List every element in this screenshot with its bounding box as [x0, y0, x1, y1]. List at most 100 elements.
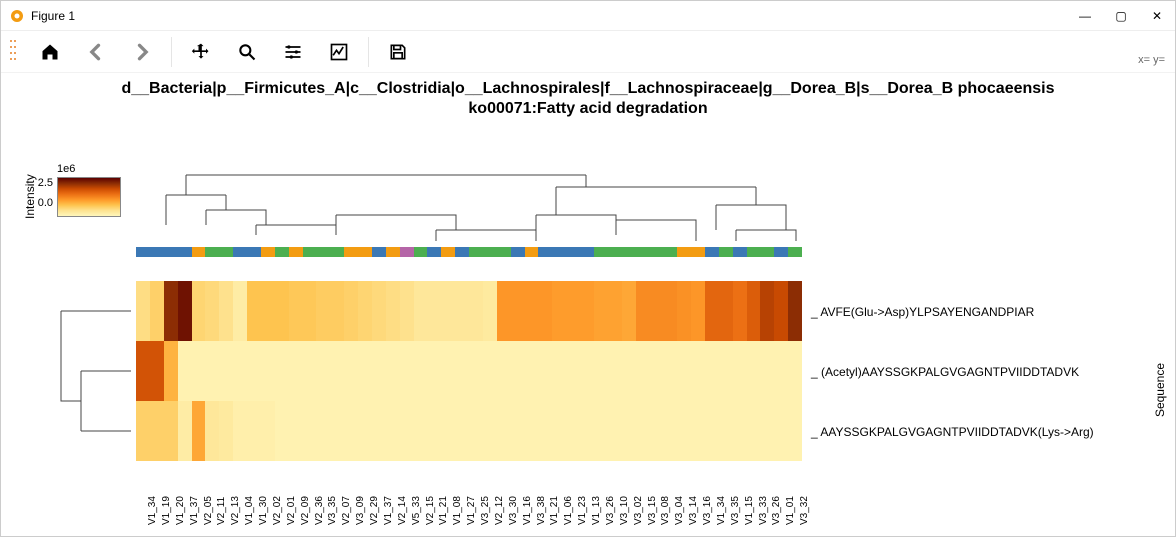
close-button[interactable]: ✕	[1147, 9, 1167, 23]
heatmap-cell	[289, 401, 303, 461]
heatmap-cell	[483, 341, 497, 401]
row-dendrogram	[61, 281, 131, 461]
heatmap-cell	[760, 341, 774, 401]
heatmap-cell	[677, 401, 691, 461]
group-cell	[386, 247, 400, 257]
heatmap-cell	[192, 401, 206, 461]
heatmap-cell	[663, 281, 677, 341]
x-tick-label: V1_19	[161, 496, 172, 525]
heatmap-cell	[178, 281, 192, 341]
heatmap-cell	[608, 341, 622, 401]
x-tick-label: V1_21	[438, 496, 449, 525]
group-cell	[275, 247, 289, 257]
pan-button[interactable]	[178, 37, 224, 67]
heatmap-cell	[192, 341, 206, 401]
heatmap-cell	[469, 281, 483, 341]
heatmap-cell	[372, 341, 386, 401]
heatmap-cell	[691, 401, 705, 461]
toolbar-separator	[171, 37, 172, 67]
zoom-button[interactable]	[224, 37, 270, 67]
group-cell	[427, 247, 441, 257]
x-tick-label: V1_15	[744, 496, 755, 525]
group-cell	[788, 247, 802, 257]
colorbar-tick-high: 2.5	[33, 177, 53, 197]
configure-button[interactable]	[270, 37, 316, 67]
maximize-button[interactable]: ▢	[1111, 9, 1131, 23]
heatmap-cell	[774, 281, 788, 341]
group-cell	[289, 247, 303, 257]
heatmap-cell	[400, 401, 414, 461]
forward-button[interactable]	[119, 37, 165, 67]
x-tick-label: V3_16	[702, 496, 713, 525]
heatmap-cell	[289, 281, 303, 341]
x-tick-label: V3_38	[536, 496, 547, 525]
heatmap-cell	[219, 341, 233, 401]
heatmap-cell	[788, 401, 802, 461]
heatmap-cell	[344, 401, 358, 461]
heatmap-cell	[289, 341, 303, 401]
figure-title: d__Bacteria|p__Firmicutes_A|c__Clostridi…	[1, 79, 1175, 119]
group-cell	[719, 247, 733, 257]
heatmap-cell	[303, 401, 317, 461]
save-button[interactable]	[375, 37, 421, 67]
minimize-button[interactable]: —	[1075, 9, 1095, 23]
heatmap-cell	[525, 341, 539, 401]
heatmap-cell	[316, 341, 330, 401]
heatmap-cell	[747, 401, 761, 461]
window-controls: — ▢ ✕	[1075, 9, 1167, 23]
heatmap-cell	[427, 281, 441, 341]
x-tick-label: V1_08	[452, 496, 463, 525]
heatmap-cell	[261, 401, 275, 461]
x-tick-label: V1_30	[258, 496, 269, 525]
heatmap-cell	[469, 401, 483, 461]
group-cell	[441, 247, 455, 257]
heatmap-cell	[649, 281, 663, 341]
home-button[interactable]	[27, 37, 73, 67]
back-button[interactable]	[73, 37, 119, 67]
group-cell	[691, 247, 705, 257]
colorbar-tick-low: 0.0	[33, 197, 53, 217]
colorbar-gradient	[57, 177, 121, 217]
group-cell	[469, 247, 483, 257]
heatmap-row	[136, 401, 802, 461]
x-tick-label: V2_14	[397, 496, 408, 525]
x-tick-label: V2_01	[286, 496, 297, 525]
edit-curves-button[interactable]	[316, 37, 362, 67]
group-cell	[747, 247, 761, 257]
heatmap-cell	[386, 281, 400, 341]
group-cell	[178, 247, 192, 257]
heatmap-cell	[511, 401, 525, 461]
title-line-1: d__Bacteria|p__Firmicutes_A|c__Clostridi…	[1, 79, 1175, 99]
x-tick-label: V1_13	[591, 496, 602, 525]
x-tick-label: V3_14	[688, 496, 699, 525]
heatmap-cell	[525, 401, 539, 461]
figure-canvas: d__Bacteria|p__Firmicutes_A|c__Clostridi…	[1, 73, 1175, 536]
heatmap-cell	[566, 281, 580, 341]
heatmap-cell	[386, 341, 400, 401]
heatmap-cell	[552, 341, 566, 401]
heatmap-cell	[358, 401, 372, 461]
heatmap-cell	[400, 281, 414, 341]
heatmap-cell	[219, 401, 233, 461]
heatmap-cell	[677, 281, 691, 341]
titlebar: Figure 1 — ▢ ✕	[1, 1, 1175, 31]
heatmap-cell	[580, 281, 594, 341]
row-label-1: _ (Acetyl)AAYSSGKPALGVGAGNTPVIIDDTADVK	[811, 365, 1079, 379]
heatmap-cell	[636, 401, 650, 461]
group-cell	[219, 247, 233, 257]
group-cell	[247, 247, 261, 257]
group-cell	[330, 247, 344, 257]
x-tick-labels: V1_34V1_19V1_20V1_37V2_05V2_11V2_13V1_04…	[136, 473, 802, 536]
x-tick-label: V1_01	[785, 496, 796, 525]
x-tick-label: V3_26	[605, 496, 616, 525]
heatmap-cell	[733, 281, 747, 341]
heatmap-cell	[552, 281, 566, 341]
group-cell	[636, 247, 650, 257]
group-cell	[136, 247, 150, 257]
heatmap-cell	[358, 341, 372, 401]
heatmap	[136, 281, 802, 461]
heatmap-cell	[136, 341, 150, 401]
heatmap-cell	[316, 281, 330, 341]
heatmap-cell	[608, 281, 622, 341]
x-tick-label: V3_04	[674, 496, 685, 525]
